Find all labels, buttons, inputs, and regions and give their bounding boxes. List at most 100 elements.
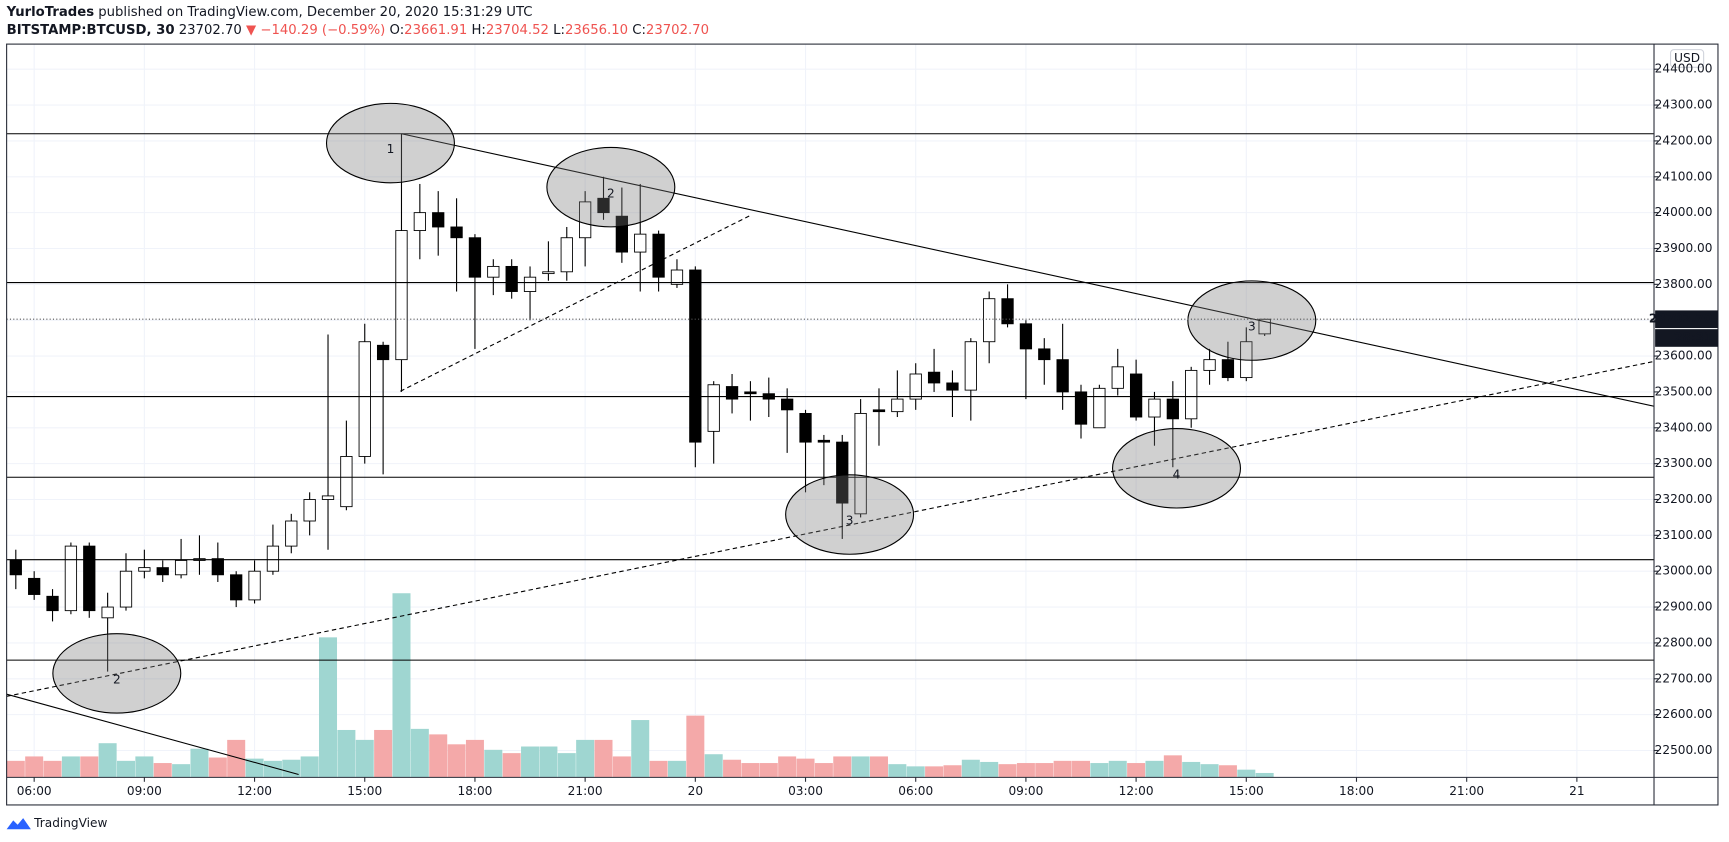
volume-bar (374, 729, 393, 778)
volume-bar (447, 744, 466, 778)
x-tick-label: 20 (688, 784, 703, 798)
volume-bar (869, 756, 888, 778)
ellipse-annotation (546, 146, 676, 228)
y-tick-label: 22700.00 (1655, 671, 1713, 685)
last: 23702.70 (179, 23, 242, 38)
c: 23702.70 (646, 23, 709, 38)
candle-body (1203, 359, 1216, 371)
volume-bar (1127, 763, 1146, 778)
candle-body (634, 233, 647, 253)
ellipse-annotation (325, 102, 455, 184)
candle-body (707, 384, 720, 432)
volume (6, 593, 1274, 778)
volume-bar (833, 756, 852, 778)
c-label: C: (632, 23, 646, 38)
volume-bar (906, 766, 925, 778)
volume-bar (576, 739, 595, 778)
l-label: L: (553, 23, 565, 38)
candle-body (1056, 359, 1069, 393)
volume-bar (6, 760, 25, 778)
volume-bar (1200, 764, 1219, 778)
candle-body (909, 373, 922, 400)
drawings: 1 2 2 3 4 3 (6, 102, 1655, 776)
volume-bar (539, 746, 558, 778)
ellipse-label: 3 (846, 514, 854, 528)
trend-line (6, 693, 299, 776)
volume-bar (557, 753, 576, 778)
volume-bar (686, 715, 705, 778)
y-tick-label: 24200.00 (1655, 133, 1713, 147)
candle-body (156, 567, 169, 576)
candle-body (230, 574, 243, 601)
y-tick-label: 22900.00 (1655, 600, 1713, 614)
currency: USD (1674, 51, 1700, 65)
x-tick-label: 15:00 (347, 784, 382, 798)
candle-body (1185, 369, 1198, 420)
ellipse-label: 4 (1173, 467, 1181, 481)
volume-bar (135, 756, 154, 778)
footer-brand: TradingView (33, 816, 107, 830)
y-tick-label: 23800.00 (1655, 277, 1713, 291)
volume-bar (208, 757, 227, 778)
volume-bar (484, 749, 503, 778)
candle-body (927, 371, 941, 384)
candle-body (964, 341, 977, 391)
volume-bar (502, 753, 521, 778)
countdown-box (1655, 329, 1718, 347)
y-tick-label: 23900.00 (1655, 241, 1713, 255)
y-tick-label: 24000.00 (1655, 205, 1713, 219)
x-tick-label: 12:00 (1119, 784, 1154, 798)
h-label: H: (471, 23, 485, 38)
candle-body (303, 499, 316, 522)
y-tick-label: 22800.00 (1655, 635, 1713, 649)
candles (9, 133, 1271, 672)
candle-body (670, 269, 684, 285)
volume-bar (337, 729, 356, 778)
y-tick-label: 22600.00 (1655, 707, 1713, 721)
o: 23661.91 (404, 23, 467, 38)
volume-bar (943, 765, 962, 778)
volume-bar (980, 761, 999, 778)
candle-body (1001, 298, 1014, 325)
volume-bar (1255, 772, 1274, 778)
candle-body (725, 386, 739, 400)
candle-body (744, 391, 757, 395)
candle-body (1019, 323, 1033, 350)
x-tick-label: 06:00 (898, 784, 933, 798)
volume-bar (116, 760, 135, 778)
symbol: BITSTAMP:BTCUSD, 30 (7, 23, 175, 38)
volume-bar (796, 758, 815, 778)
candle-body (1166, 398, 1179, 420)
o-label: O: (390, 23, 405, 38)
volume-bar (1090, 763, 1109, 778)
volume-bar (355, 739, 374, 778)
candle-body (836, 441, 849, 504)
ellipse-annotation (785, 474, 915, 555)
candle-body (854, 412, 867, 515)
y-tick-label: 23100.00 (1655, 528, 1713, 542)
candle-body (689, 269, 702, 443)
volume-bar (98, 743, 117, 778)
volume-bar (961, 759, 980, 778)
ellipse-label: 2 (113, 673, 121, 687)
grid (6, 44, 1655, 778)
arrow: ▼ (246, 23, 257, 38)
volume-bar (1072, 760, 1091, 778)
candle-body (266, 545, 280, 572)
candle-body (9, 560, 22, 576)
candle-body (64, 545, 78, 612)
candle-body (1148, 398, 1161, 418)
y-tick-label: 23400.00 (1655, 420, 1713, 434)
candle-body (946, 382, 959, 391)
ellipse-label: 1 (387, 142, 395, 156)
volume-bar (1218, 765, 1237, 778)
volume-bar (172, 764, 191, 778)
y-tick-label: 23300.00 (1655, 456, 1713, 470)
volume-bar (25, 756, 44, 778)
candle-body (468, 237, 482, 278)
candle-body (450, 226, 463, 239)
header-line2: BITSTAMP:BTCUSD, 30 23702.70 ▼ −140.29 (… (7, 23, 709, 38)
x-tick-label: 03:00 (788, 784, 823, 798)
h: 23704.52 (486, 23, 549, 38)
candle-body (1093, 387, 1106, 429)
